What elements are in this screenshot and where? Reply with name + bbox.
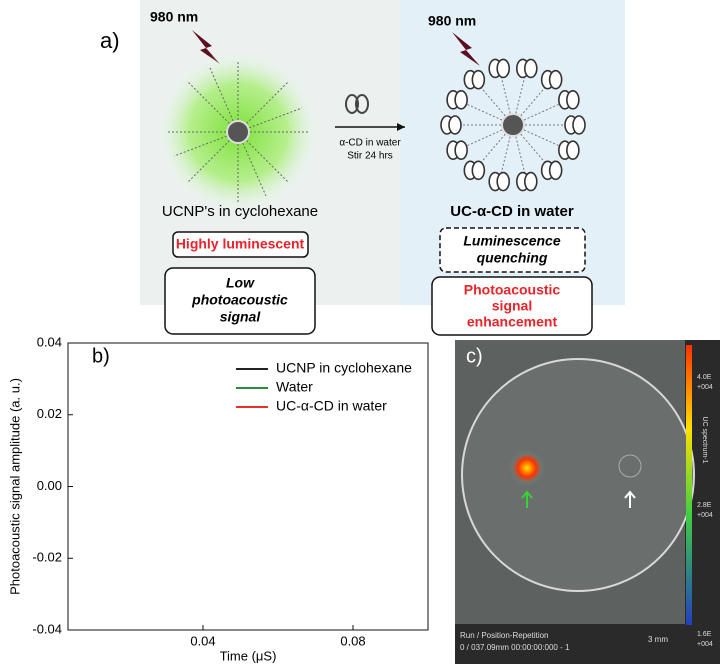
cd-ring bbox=[497, 59, 509, 77]
scale-label: 4.0E bbox=[697, 374, 712, 381]
panel-b: -0.04 -0.02 0.00 0.02 0.04 0.04 0.08 Time (μS) P… bbox=[7, 334, 428, 663]
laser-label: 980 nm bbox=[428, 13, 476, 29]
legend-label: UC-α-CD in water bbox=[276, 398, 387, 414]
y-tick-label: -0.02 bbox=[32, 550, 62, 565]
panel-a: a) 980 nm 980 nm α-CD in water Stir 24 h… bbox=[100, 0, 625, 335]
scale-bar: 3 mm bbox=[648, 635, 668, 644]
legend-label: UCNP in cyclohexane bbox=[276, 360, 412, 376]
panel-label: b) bbox=[92, 345, 110, 367]
cd-ring bbox=[525, 173, 537, 191]
box-text: Highly luminescent bbox=[176, 236, 305, 252]
scale-label: +004 bbox=[697, 384, 713, 391]
caption: UCNP's in cyclohexane bbox=[162, 203, 318, 220]
cd-ring bbox=[455, 141, 467, 159]
scale-label: +004 bbox=[697, 512, 713, 519]
y-tick-label: 0.04 bbox=[37, 334, 62, 349]
x-tick-label: 0.08 bbox=[340, 633, 365, 648]
caption: UC-α-CD in water bbox=[450, 203, 574, 220]
cd-ring bbox=[525, 59, 537, 77]
cd-ring bbox=[449, 116, 461, 134]
figure: a) 980 nm 980 nm α-CD in water Stir 24 h… bbox=[0, 0, 720, 664]
panel-c: c) 4.0E +004 UC spectrum-1 2.8E +004 1.6… bbox=[455, 340, 720, 664]
panel-label: a) bbox=[100, 28, 120, 53]
cd-ring bbox=[472, 161, 484, 179]
scale-title: UC spectrum-1 bbox=[701, 416, 708, 463]
laser-label: 980 nm bbox=[150, 9, 198, 25]
box-text: photoacoustic bbox=[191, 292, 288, 308]
box-text: Photoacoustic bbox=[464, 282, 561, 298]
hot-spot bbox=[509, 450, 545, 486]
cd-ring bbox=[497, 173, 509, 191]
arrow-text: Stir 24 hrs bbox=[347, 151, 393, 162]
box-text: quenching bbox=[477, 250, 548, 266]
box-text: Luminescence bbox=[463, 233, 560, 249]
cd-ring bbox=[567, 141, 579, 159]
footer: 0 / 037.09mm 00:00:00:000 - 1 bbox=[460, 643, 570, 652]
x-tick-label: 0.04 bbox=[190, 633, 215, 648]
cd-ring bbox=[455, 91, 467, 109]
cd-ring bbox=[567, 91, 579, 109]
footer: Run / Position-Repetition bbox=[460, 631, 549, 640]
panel-label: c) bbox=[466, 345, 483, 367]
y-tick-label: -0.04 bbox=[32, 621, 62, 636]
arrow-text: α-CD in water bbox=[339, 138, 401, 149]
nanoparticle bbox=[227, 121, 249, 143]
scale-label: 2.8E bbox=[697, 502, 712, 509]
box-text: signal bbox=[492, 298, 532, 314]
box-text: signal bbox=[220, 309, 262, 325]
box-text: enhancement bbox=[467, 314, 558, 330]
y-tick-label: 0.02 bbox=[37, 406, 62, 421]
page: a) 980 nm 980 nm α-CD in water Stir 24 h… bbox=[0, 0, 720, 664]
box-text: Low bbox=[226, 275, 255, 291]
scale-label: 1.6E bbox=[697, 631, 712, 638]
y-axis-label: Photoacoustic signal amplitude (a. u.) bbox=[7, 378, 22, 595]
cd-ring bbox=[573, 116, 585, 134]
plot-frame bbox=[68, 343, 428, 630]
legend-label: Water bbox=[276, 379, 313, 395]
cd-ring bbox=[550, 161, 562, 179]
scale-label: +004 bbox=[697, 641, 713, 648]
cd-ring bbox=[550, 71, 562, 89]
nanoparticle bbox=[502, 114, 524, 136]
y-tick-label: 0.00 bbox=[37, 478, 62, 493]
cd-ring bbox=[472, 71, 484, 89]
x-axis-label: Time (μS) bbox=[220, 648, 277, 663]
phantom bbox=[462, 359, 694, 591]
color-bar bbox=[686, 345, 692, 625]
